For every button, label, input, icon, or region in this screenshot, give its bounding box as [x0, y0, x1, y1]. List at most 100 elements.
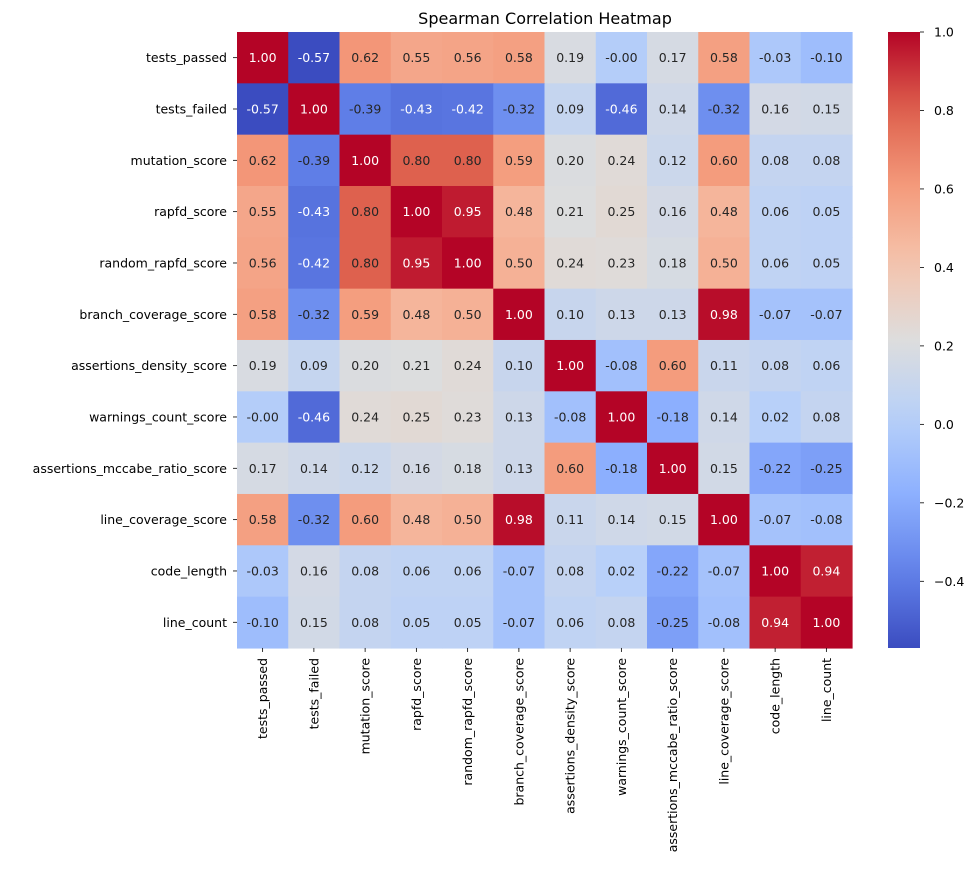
cell-value-label: 0.14: [710, 409, 738, 424]
row-label: warnings_count_score: [89, 409, 227, 424]
heatmap-cell: [749, 391, 802, 444]
cell-value-label: 1.00: [812, 615, 840, 630]
cell-value-label: 0.13: [505, 409, 533, 424]
cell-value-label: -0.08: [554, 409, 586, 424]
cell-value-label: 0.08: [556, 563, 584, 578]
cell-value-label: -0.03: [759, 50, 791, 65]
heatmap-cell: [390, 83, 443, 136]
heatmap-cell: [390, 134, 443, 187]
heatmap-cell: [442, 442, 494, 495]
cell-value-label: 0.50: [454, 512, 482, 527]
heatmap-cell: [493, 545, 546, 598]
heatmap-cell: [237, 493, 289, 546]
heatmap-cell: [698, 134, 751, 187]
cell-value-label: 1.00: [761, 563, 789, 578]
heatmap-cell: [544, 83, 597, 136]
column-label: assertions_mccabe_ratio_score: [665, 658, 680, 853]
heatmap-cell: [544, 391, 597, 444]
row-label: tests_failed: [156, 101, 227, 116]
cell-value-label: 0.23: [607, 255, 635, 270]
cell-value-label: -0.10: [810, 50, 842, 65]
heatmap-cell: [647, 237, 699, 290]
cell-value-label: 0.05: [402, 615, 430, 630]
cell-value-label: 1.00: [249, 50, 277, 65]
cell-value-label: 0.10: [556, 307, 584, 322]
cell-value-label: -0.39: [298, 153, 330, 168]
cell-value-label: 0.23: [454, 409, 482, 424]
cell-value-label: 0.08: [761, 358, 789, 373]
heatmap-cell: [493, 185, 546, 238]
cell-value-label: 0.58: [710, 50, 738, 65]
cell-value-label: 0.06: [402, 563, 430, 578]
cell-value-label: 0.80: [351, 255, 379, 270]
cell-value-label: -0.42: [298, 255, 330, 270]
heatmap-cell: [442, 237, 494, 290]
cell-value-label: 1.00: [351, 153, 379, 168]
heatmap-cell: [595, 545, 648, 598]
cell-value-label: -0.46: [298, 409, 330, 424]
cell-value-label: 0.18: [454, 461, 482, 476]
cell-value-label: 0.06: [812, 358, 840, 373]
cell-value-label: 0.94: [812, 563, 840, 578]
cell-value-label: 1.00: [402, 204, 430, 219]
cell-value-label: 0.60: [556, 461, 584, 476]
cell-value-label: 0.50: [505, 255, 533, 270]
heatmap-cell: [288, 391, 341, 444]
heatmap-cell: [237, 596, 289, 649]
heatmap-cell: [237, 545, 289, 598]
heatmap-cell: [647, 545, 699, 598]
cell-value-label: -0.07: [759, 307, 791, 322]
column-label: tests_passed: [255, 658, 270, 739]
heatmap-cell: [749, 83, 802, 136]
heatmap-cell: [544, 339, 597, 392]
heatmap-cell: [647, 596, 699, 649]
column-label: warnings_count_score: [614, 658, 629, 796]
cell-value-label: 0.08: [761, 153, 789, 168]
cell-value-label: -0.08: [605, 358, 637, 373]
heatmap-cell: [442, 391, 494, 444]
cell-value-label: -0.22: [656, 563, 688, 578]
heatmap-cell: [288, 237, 341, 290]
cell-value-label: 0.17: [659, 50, 687, 65]
heatmap-cell: [390, 391, 443, 444]
heatmap-cell: [800, 237, 853, 290]
heatmap-cell: [647, 391, 699, 444]
cell-value-label: -0.22: [759, 461, 791, 476]
heatmap-cell: [800, 134, 853, 187]
heatmap-cell: [595, 185, 648, 238]
cell-value-label: -0.39: [349, 102, 381, 117]
heatmap-cell: [442, 134, 494, 187]
cell-value-label: -0.32: [298, 307, 330, 322]
cell-value-label: 0.98: [710, 307, 738, 322]
heatmap-cell: [288, 83, 341, 136]
heatmap-cell: [288, 545, 341, 598]
heatmap-cell: [390, 545, 443, 598]
cell-value-label: 0.60: [351, 512, 379, 527]
heatmap-cell: [698, 32, 751, 84]
heatmap-cell: [544, 134, 597, 187]
heatmap-cell: [288, 134, 341, 187]
cell-value-label: 0.21: [402, 358, 430, 373]
cell-value-label: 0.12: [351, 461, 379, 476]
cell-value-label: 0.48: [402, 512, 430, 527]
cell-value-label: 0.59: [351, 307, 379, 322]
heatmap-cell: [339, 185, 392, 238]
cell-value-label: -0.08: [708, 615, 740, 630]
heatmap-cell: [339, 442, 392, 495]
column-label: assertions_density_score: [563, 658, 578, 814]
heatmap-cell: [544, 237, 597, 290]
heatmap-cell: [493, 83, 546, 136]
column-label: mutation_score: [358, 658, 373, 755]
cell-value-label: 0.12: [659, 153, 687, 168]
heatmap-cell: [390, 442, 443, 495]
heatmap-cell: [493, 442, 546, 495]
row-labels: tests_passed tests_failed mutation_scorera…: [33, 50, 237, 630]
column-label: random_rapfd_score: [460, 658, 475, 786]
heatmap-cell: [493, 32, 546, 84]
cell-value-label: 0.15: [710, 461, 738, 476]
heatmap-cell: [698, 185, 751, 238]
heatmap-cell: [493, 391, 546, 444]
column-label: branch_coverage_score: [511, 658, 526, 806]
cell-value-label: 1.00: [607, 409, 635, 424]
heatmap-cell: [339, 391, 392, 444]
